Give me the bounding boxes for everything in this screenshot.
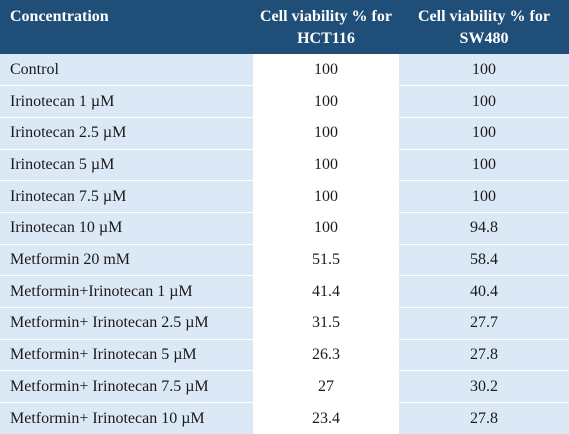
- table-row: Control 100 100: [0, 54, 569, 86]
- sw480-value-cell: 58.4: [399, 243, 569, 276]
- concentration-cell: Metformin+ Irinotecan 10 µM: [0, 402, 253, 434]
- hct116-value-cell: 23.4: [253, 402, 399, 434]
- hct116-value-cell: 51.5: [253, 243, 399, 276]
- hct116-value-cell: 100: [253, 211, 399, 245]
- sw480-value-cell: 27.8: [399, 338, 569, 371]
- hct116-value-cell: 26.3: [253, 338, 399, 371]
- concentration-cell: Irinotecan 7.5 µM: [0, 180, 253, 213]
- header-concentration: Concentration: [0, 0, 253, 54]
- table-row: Irinotecan 2.5 µM 100 100: [0, 116, 569, 150]
- sw480-value-cell: 30.2: [399, 370, 569, 403]
- header-sw480: Cell viability % for SW480: [399, 0, 569, 54]
- sw480-value-cell: 27.7: [399, 307, 569, 340]
- hct116-value-cell: 100: [253, 54, 399, 86]
- sw480-value-cell: 27.8: [399, 402, 569, 434]
- concentration-cell: Metformin+ Irinotecan 5 µM: [0, 338, 253, 371]
- sw480-value-cell: 40.4: [399, 275, 569, 308]
- hct116-value-cell: 31.5: [253, 307, 399, 340]
- hct116-value-cell: 27: [253, 370, 399, 403]
- sw480-value-cell: 100: [399, 85, 569, 118]
- table-row: Metformin+ Irinotecan 10 µM 23.4 27.8: [0, 402, 569, 434]
- concentration-cell: Metformin+Irinotecan 1 µM: [0, 275, 253, 308]
- header-row: Concentration Cell viability % for HCT11…: [0, 0, 569, 54]
- table-row: Irinotecan 7.5 µM 100 100: [0, 180, 569, 213]
- concentration-cell: Irinotecan 5 µM: [0, 148, 253, 181]
- table-row: Irinotecan 1 µM 100 100: [0, 85, 569, 118]
- hct116-value-cell: 100: [253, 180, 399, 213]
- concentration-cell: Irinotecan 1 µM: [0, 85, 253, 118]
- concentration-cell: Control: [0, 54, 253, 86]
- table-header: Concentration Cell viability % for HCT11…: [0, 0, 569, 54]
- table-row: Metformin+Irinotecan 1 µM 41.4 40.4: [0, 275, 569, 308]
- header-hct116: Cell viability % for HCT116: [253, 0, 399, 54]
- hct116-value-cell: 41.4: [253, 275, 399, 308]
- concentration-cell: Metformin 20 mM: [0, 243, 253, 276]
- table-row: Metformin+ Irinotecan 5 µM 26.3 27.8: [0, 338, 569, 371]
- sw480-value-cell: 100: [399, 54, 569, 86]
- concentration-cell: Metformin+ Irinotecan 7.5 µM: [0, 370, 253, 403]
- concentration-cell: Irinotecan 2.5 µM: [0, 116, 253, 150]
- table-row: Irinotecan 10 µM 100 94.8: [0, 211, 569, 245]
- sw480-value-cell: 100: [399, 116, 569, 150]
- hct116-value-cell: 100: [253, 148, 399, 181]
- table-row: Metformin 20 mM 51.5 58.4: [0, 243, 569, 276]
- table-body: Control 100 100 Irinotecan 1 µM 100 100 Irinot…: [0, 54, 569, 434]
- table-row: Metformin+ Irinotecan 2.5 µM 31.5 27.7: [0, 307, 569, 340]
- hct116-value-cell: 100: [253, 116, 399, 150]
- concentration-cell: Irinotecan 10 µM: [0, 211, 253, 245]
- table-row: Irinotecan 5 µM 100 100: [0, 148, 569, 181]
- table-row: Metformin+ Irinotecan 7.5 µM 27 30.2: [0, 370, 569, 403]
- sw480-value-cell: 100: [399, 180, 569, 213]
- hct116-value-cell: 100: [253, 85, 399, 118]
- concentration-cell: Metformin+ Irinotecan 2.5 µM: [0, 307, 253, 340]
- sw480-value-cell: 94.8: [399, 211, 569, 245]
- sw480-value-cell: 100: [399, 148, 569, 181]
